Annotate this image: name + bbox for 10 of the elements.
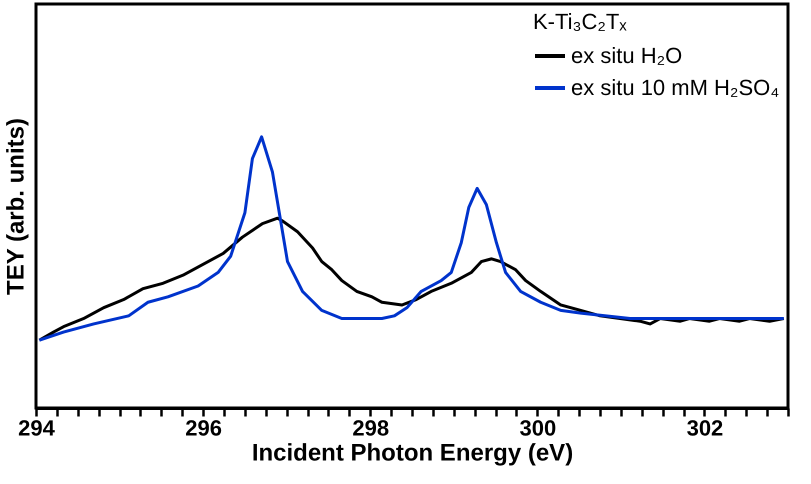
- y-axis-title: TEY (arb. units): [2, 118, 30, 295]
- legend-label: ex situ 10 mM H₂SO₄: [571, 75, 780, 100]
- x-tick-label: 296: [185, 416, 222, 440]
- x-tick-label: 302: [686, 416, 724, 440]
- x-tick-label: 294: [18, 416, 56, 440]
- legend-title: K-Ti₃C₂Tₓ: [533, 9, 628, 34]
- x-tick-label: 298: [352, 416, 390, 440]
- x-tick-label: 300: [519, 416, 556, 440]
- x-axis-title: Incident Photon Energy (eV): [252, 440, 574, 466]
- legend-label: ex situ H₂O: [571, 43, 682, 68]
